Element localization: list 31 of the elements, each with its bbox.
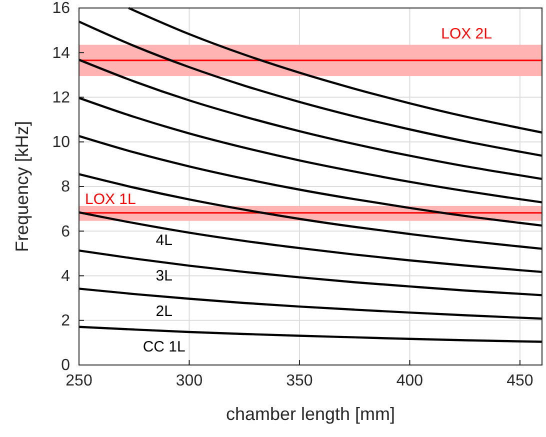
y-axis-title: Frequency [kHz] (12, 120, 32, 252)
y-tick-label: 16 (52, 0, 70, 18)
y-tick-label: 0 (61, 357, 70, 374)
x-tick-label: 250 (66, 372, 92, 390)
line-series (78, 249, 544, 296)
line-series (78, 20, 544, 157)
x-tick-label: 400 (396, 372, 424, 390)
ref-line-label: LOX 1L (85, 190, 136, 208)
line-series (78, 58, 544, 180)
y-tick-label: 12 (52, 89, 70, 106)
x-axis-title: chamber length [mm] (226, 404, 396, 424)
ref-line-label: LOX 2L (441, 25, 492, 42)
y-tick-label: 10 (52, 134, 70, 151)
y-tick-label: 2 (61, 312, 70, 330)
line-series (78, 288, 544, 320)
line-series (78, 326, 544, 343)
line-series (128, 6, 544, 134)
series-label: CC 1L (142, 338, 186, 356)
y-tick-label: 6 (61, 223, 70, 240)
y-tick-label: 4 (61, 268, 70, 285)
series-label: 3L (156, 268, 172, 285)
line-series (78, 173, 544, 250)
line-series (78, 96, 544, 204)
series-label: 4L (156, 232, 172, 250)
y-tick-label: 8 (61, 178, 70, 196)
y-tick-label: 14 (52, 44, 70, 62)
series-label: 2L (156, 303, 172, 320)
x-tick-label: 350 (286, 372, 313, 390)
x-tick-label: 450 (506, 372, 534, 390)
x-tick-label: 300 (176, 372, 203, 390)
line-series (78, 134, 544, 227)
